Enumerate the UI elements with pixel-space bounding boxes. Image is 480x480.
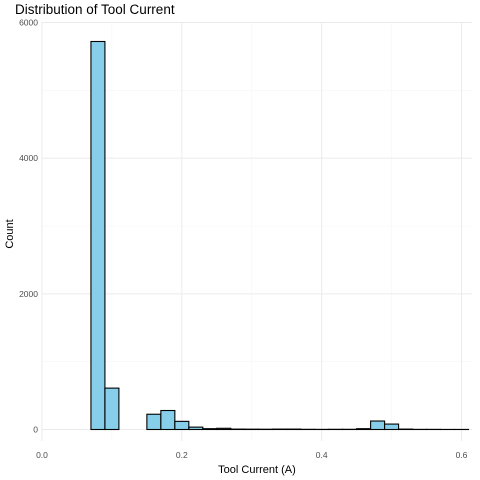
histogram-bar-13 (216, 427, 232, 431)
x-tick-label: 0.6 (456, 450, 468, 460)
y-tick-label: 4000 (19, 153, 38, 163)
x-tick-label: 0.4 (316, 450, 328, 460)
histogram-bar-11 (188, 426, 204, 431)
histogram-bar-8 (146, 413, 162, 431)
x-axis-label: Tool Current (A) (218, 464, 296, 476)
grid-lines (41, 22, 472, 441)
y-axis-label: Count (4, 219, 16, 248)
histogram-bar-24 (370, 420, 386, 431)
x-tick-label: 0.2 (176, 450, 188, 460)
histogram-bar-9 (160, 409, 176, 431)
histogram-bar-5 (104, 387, 120, 431)
histogram-bar-12 (202, 428, 218, 431)
histogram-bar-25 (384, 423, 400, 431)
histogram-bar-10 (174, 420, 190, 431)
x-axis-ticks: 0.0 0.2 0.4 0.6 (36, 450, 468, 460)
y-tick-label: 2000 (19, 289, 38, 299)
histogram-bar-4 (90, 40, 106, 431)
x-tick-label: 0.0 (36, 450, 48, 460)
y-tick-label: 6000 (19, 18, 38, 28)
histogram-bars (90, 40, 470, 431)
histogram-bar-23 (356, 428, 372, 431)
chart-title: Distribution of Tool Current (15, 2, 175, 17)
y-tick-label: 0 (33, 425, 38, 435)
y-axis-ticks: 0 2000 4000 6000 (19, 18, 38, 435)
